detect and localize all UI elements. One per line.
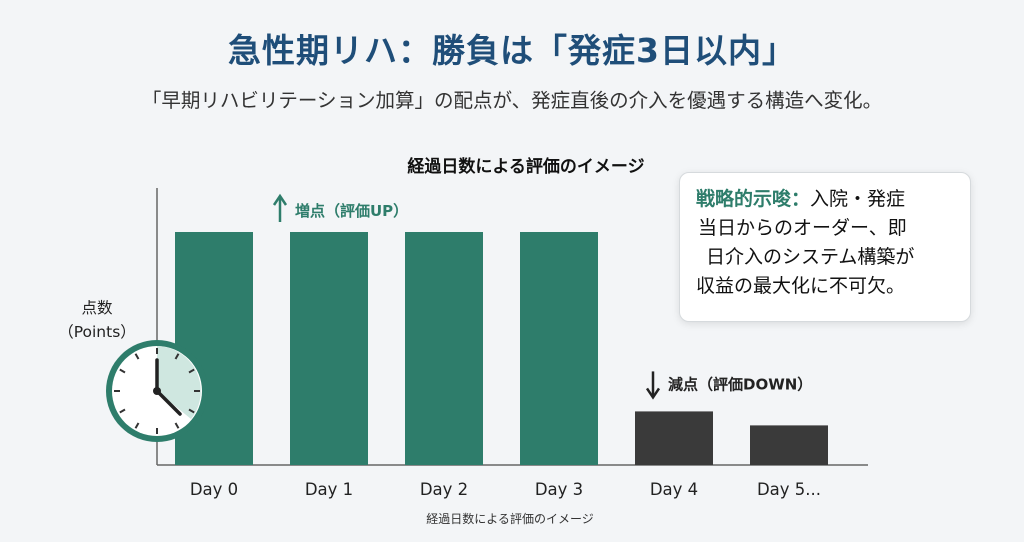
bar-day-3 [520, 232, 598, 465]
bar-day-1 [290, 232, 368, 465]
chart-title: 経過日数による評価のイメージ [407, 157, 645, 177]
note-line-1: 当日からのオーダー、即 [698, 217, 907, 239]
y-axis-label: 点数 （Points） [52, 296, 142, 344]
x-tick-label: Day 0 [190, 480, 238, 499]
strategic-note-card: 戦略的示唆：入院・発症 当日からのオーダー、即 日介入のシステム構築が 収益の最… [679, 172, 971, 322]
note-line-2: 日介入のシステム構築が [706, 246, 915, 268]
bar-day-2 [405, 232, 483, 465]
clock-icon [106, 340, 208, 442]
arrow-down-head [645, 387, 661, 400]
y-axis-label-text: 点数 （Points） [58, 299, 136, 341]
note-label: 戦略的示唆： [696, 188, 811, 210]
annotation-increase: 増点（評価UP） [295, 202, 408, 220]
note-line-0-text: 入院・発症 [810, 188, 906, 210]
bar-day-5 [750, 425, 828, 465]
x-tick-label: Day 4 [650, 480, 698, 499]
annotation-decrease: 減点（評価DOWN） [668, 375, 812, 393]
page-title: 急性期リハ：勝負は「発症3日以内」 [228, 31, 796, 70]
bar-day-4 [635, 411, 713, 465]
x-tick-label: Day 1 [305, 480, 353, 499]
page-subtitle: 「早期リハビリテーション加算」の配点が、発症直後の介入を優遇する構造へ変化。 [141, 89, 883, 112]
x-axis-caption: 経過日数による評価のイメージ [426, 512, 594, 526]
x-tick-label: Day 3 [535, 480, 583, 499]
note-line-3: 収益の最大化に不可欠。 [696, 275, 906, 297]
arrow-up-head [272, 193, 288, 206]
note-line-0: 戦略的示唆：入院・発症 [696, 185, 960, 214]
x-tick-label: Day 5... [757, 480, 821, 499]
x-tick-label: Day 2 [420, 480, 468, 499]
